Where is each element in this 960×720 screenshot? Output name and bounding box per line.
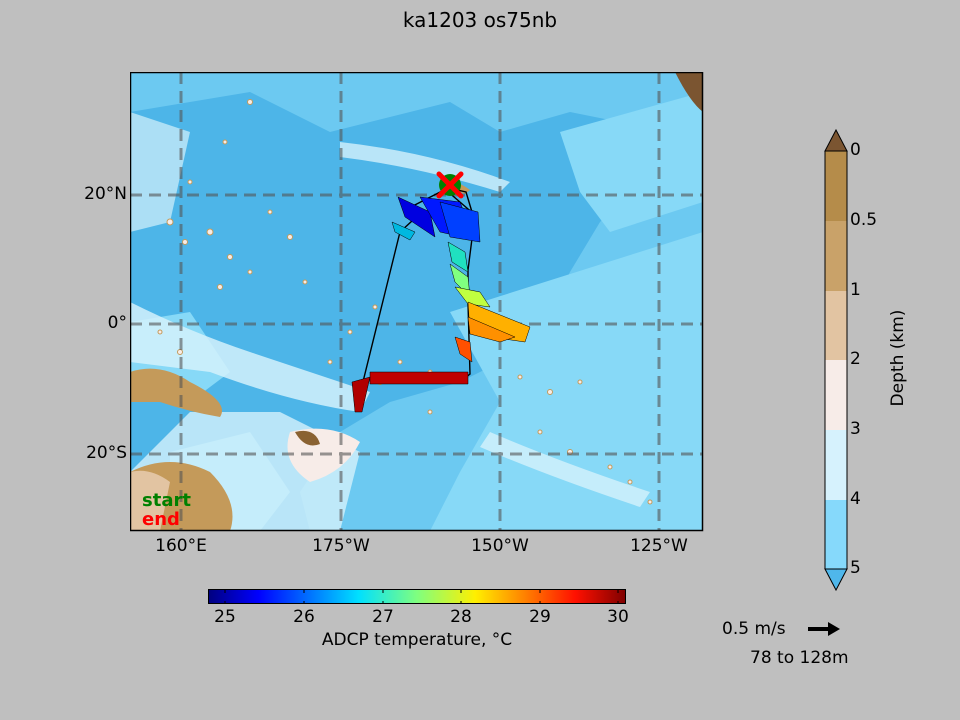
shelf-west bbox=[130, 112, 190, 232]
lat-label-20n: 20°N bbox=[84, 184, 127, 204]
temp-colorbar-gradient bbox=[208, 589, 626, 604]
legend-end: end bbox=[142, 509, 180, 530]
shelf-polynesia bbox=[480, 432, 650, 507]
end-marker bbox=[436, 171, 464, 199]
map-frame bbox=[130, 72, 704, 532]
temp-tick-27: 27 bbox=[372, 607, 394, 627]
land-australia-low bbox=[130, 470, 170, 531]
adcp-vectors bbox=[351, 196, 531, 413]
depth-band-5 bbox=[825, 500, 847, 569]
temp-tick-28: 28 bbox=[450, 607, 472, 627]
depth-tick-2: 2 bbox=[850, 349, 861, 369]
land-north-america bbox=[675, 72, 703, 112]
plot-title: ka1203 os75nb bbox=[402, 8, 558, 32]
depth-tick-1: 1 bbox=[850, 280, 861, 300]
land-png bbox=[130, 368, 222, 417]
temp-colorbar bbox=[208, 589, 626, 604]
depth-band-4 bbox=[825, 430, 847, 500]
depth-tick-5: 5 bbox=[850, 558, 861, 578]
depth-band-3 bbox=[825, 360, 847, 430]
temp-colorbar-label: ADCP temperature, °C bbox=[321, 630, 513, 650]
depth-band-0 bbox=[825, 151, 847, 221]
depth-colorbar bbox=[824, 128, 848, 592]
legend-start: start bbox=[142, 490, 191, 511]
ocean-basin-ne bbox=[560, 92, 703, 232]
lon-label-175w: 175°W bbox=[312, 536, 370, 556]
temp-tick-25: 25 bbox=[214, 607, 236, 627]
depth-tick-3: 3 bbox=[850, 419, 861, 439]
lon-label-160e: 160°E bbox=[155, 536, 207, 556]
depth-band-1 bbox=[825, 221, 847, 291]
temp-tick-30: 30 bbox=[607, 607, 629, 627]
map-panel bbox=[130, 72, 704, 532]
depth-colorbar-frame bbox=[824, 150, 848, 570]
depth-colorbar-over bbox=[824, 128, 848, 152]
depth-colorbar-label: Depth (km) bbox=[888, 309, 908, 407]
depth-band-2 bbox=[825, 291, 847, 360]
temp-colorbar-ticks bbox=[224, 590, 619, 604]
temp-tick-26: 26 bbox=[293, 607, 315, 627]
velocity-scale-label: 0.5 m/s bbox=[722, 619, 786, 639]
depth-tick-0-5: 0.5 bbox=[850, 210, 878, 230]
map-gridlines bbox=[130, 72, 703, 531]
depth-colorbar-under bbox=[824, 568, 848, 592]
lat-label-20s: 20°S bbox=[86, 443, 127, 463]
shelf-png bbox=[130, 302, 370, 412]
depth-tick-4: 4 bbox=[850, 489, 861, 509]
lon-label-125w: 125°W bbox=[630, 536, 688, 556]
temp-tick-29: 29 bbox=[529, 607, 551, 627]
lon-label-150w: 150°W bbox=[471, 536, 529, 556]
lat-label-equator: 0° bbox=[107, 313, 127, 333]
shelf-hawaii-chain bbox=[340, 142, 510, 192]
ocean-basin-east bbox=[430, 232, 703, 531]
land-new-caledonia bbox=[295, 430, 320, 446]
velocity-scale-arrow bbox=[808, 622, 840, 636]
velocity-depth-range: 78 to 128m bbox=[750, 648, 849, 668]
depth-tick-0: 0 bbox=[850, 140, 861, 160]
